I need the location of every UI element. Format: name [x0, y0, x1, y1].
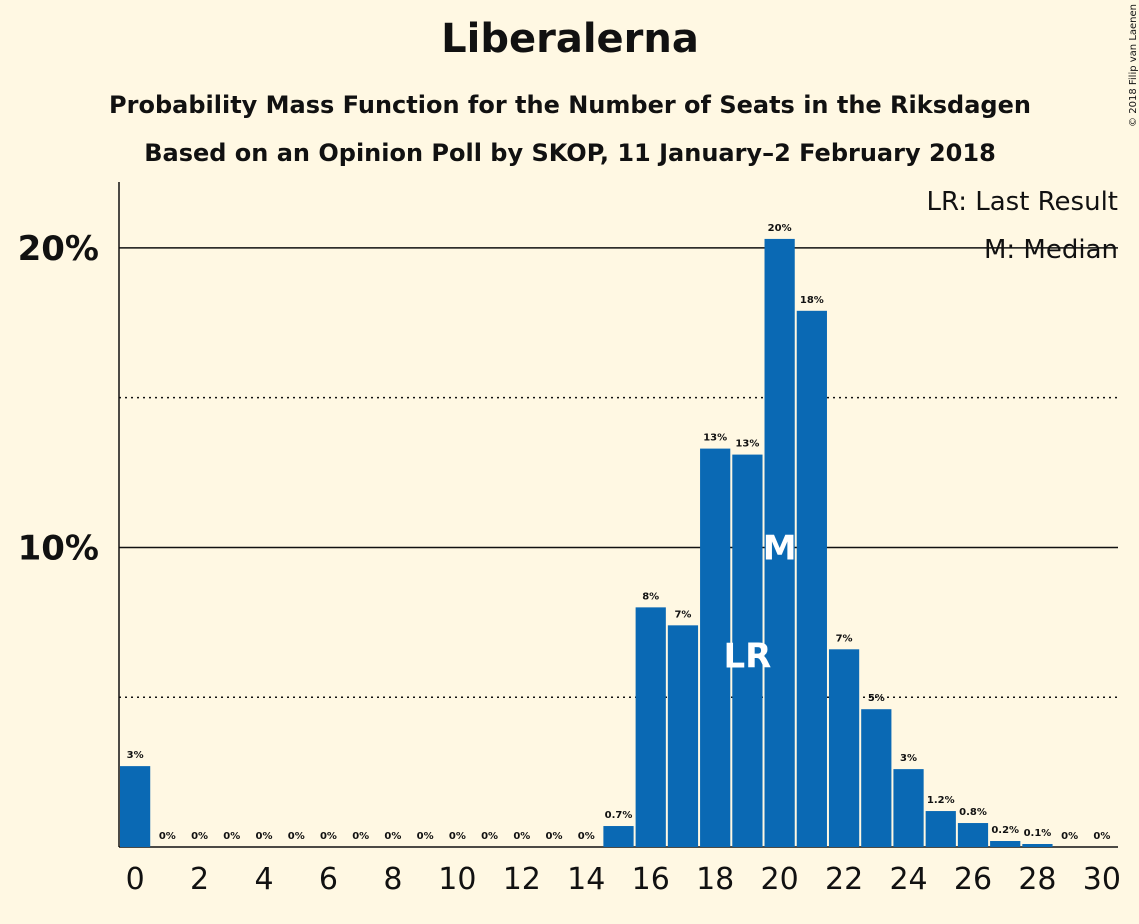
- x-tick-label: 16: [632, 862, 670, 897]
- x-tick-label: 12: [503, 862, 541, 897]
- bar: [1022, 844, 1053, 847]
- value-label: 0%: [256, 831, 273, 842]
- bar: [635, 607, 666, 847]
- bar: [861, 709, 892, 847]
- value-label: 0%: [417, 831, 434, 842]
- value-label: 3%: [127, 750, 144, 761]
- value-label: 0%: [1093, 831, 1110, 842]
- x-tick-label: 26: [954, 862, 992, 897]
- bar: [667, 625, 699, 847]
- value-label: 0%: [352, 831, 369, 842]
- chart-subtitle: Probability Mass Function for the Number…: [109, 91, 1031, 119]
- legend-entry: LR: Last Result: [926, 187, 1118, 217]
- x-tick-label: 30: [1083, 862, 1121, 897]
- value-label: 0%: [546, 831, 563, 842]
- legend-entry: M: Median: [984, 235, 1118, 265]
- value-label: 0%: [384, 831, 401, 842]
- annotation: LR: [723, 636, 771, 676]
- value-label: 7%: [674, 609, 691, 620]
- bar: [603, 826, 634, 847]
- bar: [990, 841, 1021, 847]
- bar: [925, 811, 956, 847]
- bar: [796, 310, 827, 848]
- x-tick-label: 0: [126, 862, 145, 897]
- bar: [957, 823, 989, 847]
- value-label: 0%: [449, 831, 466, 842]
- value-label: 0%: [1061, 831, 1078, 842]
- value-label: 0.7%: [605, 810, 633, 821]
- value-label: 0%: [191, 831, 208, 842]
- value-label: 5%: [868, 693, 885, 704]
- y-tick-label: 20%: [18, 229, 99, 269]
- x-tick-label: 14: [567, 862, 605, 897]
- value-label: 3%: [900, 753, 917, 764]
- value-label: 0.2%: [991, 825, 1019, 836]
- value-label: 13%: [735, 439, 759, 450]
- value-label: 13%: [703, 433, 727, 444]
- value-label: 8%: [642, 591, 659, 602]
- value-label: 0%: [320, 831, 337, 842]
- x-tick-label: 2: [190, 862, 209, 897]
- value-label: 0%: [288, 831, 305, 842]
- value-label: 0%: [223, 831, 240, 842]
- x-tick-label: 6: [319, 862, 338, 897]
- value-label: 0%: [513, 831, 530, 842]
- x-tick-label: 22: [825, 862, 863, 897]
- x-tick-label: 10: [438, 862, 476, 897]
- value-label: 1.2%: [927, 795, 955, 806]
- x-tick-label: 18: [696, 862, 734, 897]
- x-tick-label: 28: [1018, 862, 1056, 897]
- chart-subtitle: Based on an Opinion Poll by SKOP, 11 Jan…: [144, 139, 996, 167]
- value-label: 0.1%: [1024, 828, 1052, 839]
- chart-title: Liberalerna: [441, 16, 699, 62]
- value-label: 0%: [578, 831, 595, 842]
- value-label: 0%: [159, 831, 176, 842]
- y-tick-label: 10%: [18, 528, 99, 568]
- bar: [764, 238, 795, 847]
- annotation: M: [763, 528, 797, 568]
- value-label: 20%: [768, 223, 792, 234]
- bar: [700, 448, 731, 847]
- value-label: 0%: [481, 831, 498, 842]
- bar: [732, 454, 763, 847]
- x-tick-label: 24: [889, 862, 927, 897]
- credit: © 2018 Filip van Laenen: [1128, 4, 1139, 127]
- x-tick-label: 4: [254, 862, 273, 897]
- bar: [828, 649, 860, 847]
- value-label: 0.8%: [959, 807, 987, 818]
- x-tick-label: 20: [761, 862, 799, 897]
- bar: [893, 769, 924, 847]
- value-label: 7%: [836, 633, 853, 644]
- x-tick-label: 8: [383, 862, 402, 897]
- bar: [120, 766, 151, 847]
- value-label: 18%: [800, 295, 824, 306]
